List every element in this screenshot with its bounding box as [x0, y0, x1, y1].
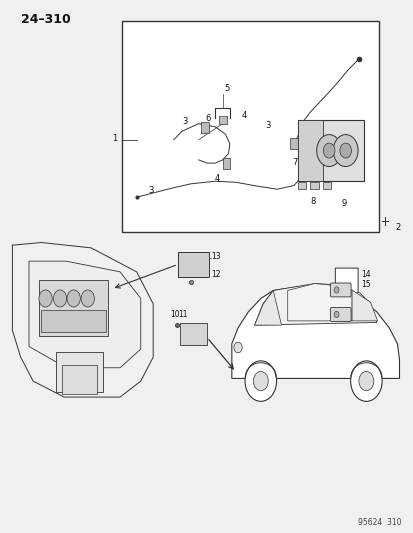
Bar: [322, 182, 330, 189]
Text: 3: 3: [148, 186, 153, 195]
Circle shape: [67, 290, 80, 307]
Polygon shape: [335, 268, 357, 300]
Circle shape: [339, 143, 351, 158]
Bar: [122, 21, 378, 232]
Polygon shape: [231, 287, 399, 378]
Circle shape: [350, 361, 381, 401]
Bar: [297, 182, 306, 189]
Circle shape: [323, 143, 334, 158]
Bar: [39, 280, 107, 336]
Text: 4: 4: [241, 111, 246, 120]
Circle shape: [358, 372, 373, 391]
Bar: [62, 365, 97, 394]
FancyBboxPatch shape: [330, 308, 350, 321]
Text: 2: 2: [394, 223, 400, 232]
Circle shape: [244, 361, 276, 401]
Bar: [56, 352, 103, 392]
FancyBboxPatch shape: [330, 283, 350, 297]
Circle shape: [333, 311, 338, 318]
Polygon shape: [29, 261, 140, 368]
Text: 16: 16: [360, 309, 370, 318]
Polygon shape: [254, 290, 281, 325]
Text: 4: 4: [295, 133, 300, 142]
Bar: [178, 252, 209, 277]
Polygon shape: [254, 284, 376, 325]
Text: 8: 8: [309, 197, 314, 206]
Text: 1: 1: [112, 134, 117, 143]
Text: 3: 3: [183, 117, 188, 126]
Bar: [222, 158, 230, 169]
Text: 5: 5: [224, 84, 230, 93]
Text: 95624  310: 95624 310: [357, 518, 401, 527]
Text: 11: 11: [178, 310, 188, 319]
Circle shape: [333, 287, 338, 293]
Text: 10: 10: [170, 310, 180, 319]
Text: 24–310: 24–310: [21, 13, 70, 26]
Bar: [290, 138, 297, 149]
Bar: [41, 310, 105, 332]
Text: 3: 3: [265, 121, 270, 130]
Bar: [180, 323, 206, 345]
Bar: [310, 182, 318, 189]
Text: 13: 13: [211, 252, 220, 261]
Text: 7: 7: [292, 158, 297, 167]
Circle shape: [53, 290, 66, 307]
Polygon shape: [287, 284, 351, 321]
Circle shape: [39, 290, 52, 307]
Bar: [297, 120, 322, 181]
Polygon shape: [351, 290, 377, 321]
Circle shape: [81, 290, 94, 307]
Circle shape: [332, 134, 357, 166]
Circle shape: [253, 372, 268, 391]
Text: 15: 15: [360, 280, 370, 288]
Text: 14: 14: [360, 270, 370, 279]
Circle shape: [316, 134, 341, 166]
Text: 12: 12: [211, 270, 220, 279]
Text: 4: 4: [214, 174, 219, 183]
Circle shape: [233, 342, 242, 353]
Text: 6: 6: [204, 114, 210, 123]
Text: 9: 9: [341, 199, 346, 208]
Bar: [201, 122, 208, 133]
Bar: [297, 120, 363, 181]
Bar: [218, 116, 226, 124]
